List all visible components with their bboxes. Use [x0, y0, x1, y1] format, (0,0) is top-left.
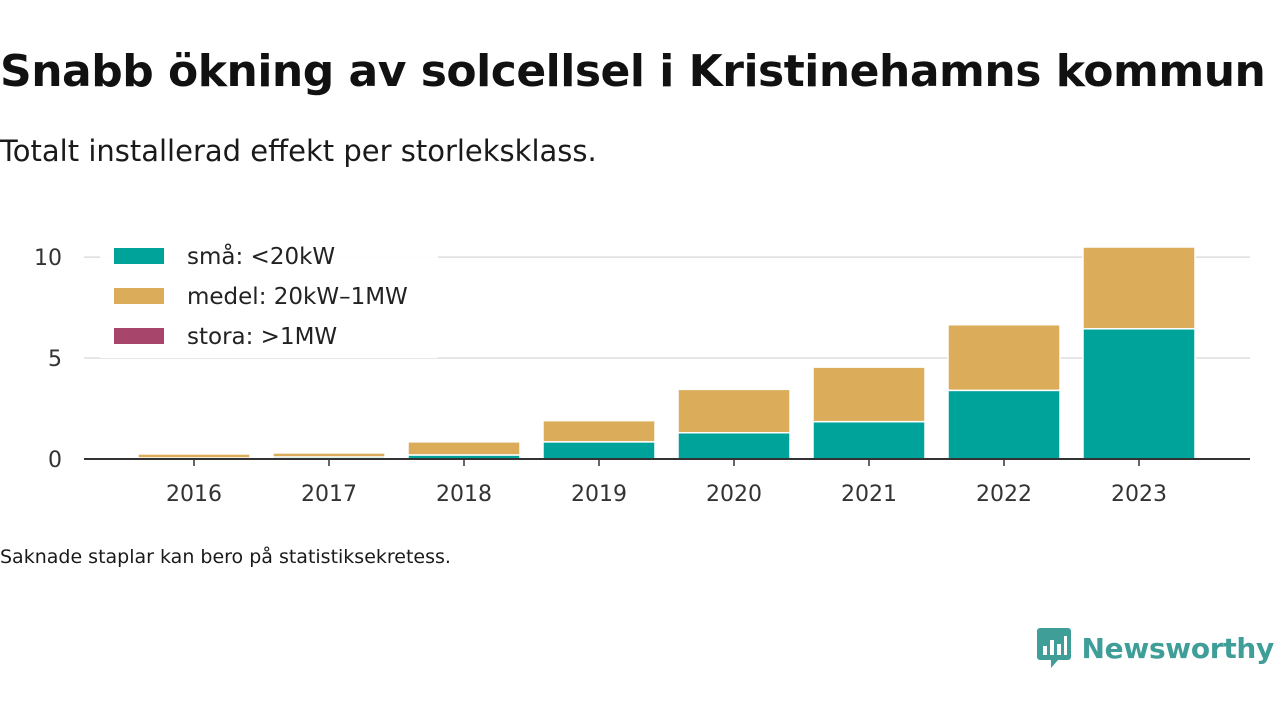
bar-segment [1082, 328, 1196, 460]
bar-segment [542, 419, 656, 443]
footnote: Saknade staplar kan bero på statistiksek… [0, 546, 451, 568]
bar-segment [272, 452, 386, 458]
y-tick-label: 5 [48, 347, 62, 372]
legend-swatch [114, 248, 164, 264]
x-tick-label: 2022 [976, 482, 1032, 507]
newsworthy-logo-icon [1036, 628, 1071, 668]
x-tick-label: 2023 [1111, 482, 1167, 507]
stacked-bar-chart: 0 5 10 2016 2017 2018 2019 2020 2021 2022 2023 små:… [34, 234, 1250, 507]
x-tick-label: 2016 [166, 482, 222, 507]
x-tick-label: 2018 [436, 482, 492, 507]
bar-segment [542, 441, 656, 460]
brand-name: Newsworthy [1081, 631, 1275, 665]
bar-segment [812, 420, 926, 460]
bar-segment [137, 453, 251, 459]
bar-segment [677, 388, 791, 434]
y-tick-label: 0 [48, 448, 62, 473]
legend-label: små: <20kW [187, 242, 335, 270]
x-tick-label: 2020 [706, 482, 762, 507]
bar-segment [947, 389, 1061, 460]
bar-segment [947, 323, 1061, 392]
legend-label: stora: >1MW [187, 324, 337, 350]
chart-title: Snabb ökning av solcellsel i Kristineham… [0, 46, 1266, 97]
x-tick-label: 2019 [571, 482, 627, 507]
x-tick-label: 2021 [841, 482, 897, 507]
bar-segment [677, 432, 791, 460]
brand-logo: Newsworthy [1036, 626, 1274, 670]
legend-swatch [114, 328, 164, 344]
chart-subtitle: Totalt installerad effekt per storlekskl… [0, 134, 597, 168]
y-tick-label: 10 [34, 246, 62, 271]
legend-label: medel: 20kW–1MW [187, 284, 408, 310]
x-tick-label: 2017 [301, 482, 357, 507]
legend-swatch [114, 288, 164, 304]
bar-segment [812, 366, 926, 423]
bar-segment [1082, 246, 1196, 330]
bar-segment [407, 441, 521, 456]
